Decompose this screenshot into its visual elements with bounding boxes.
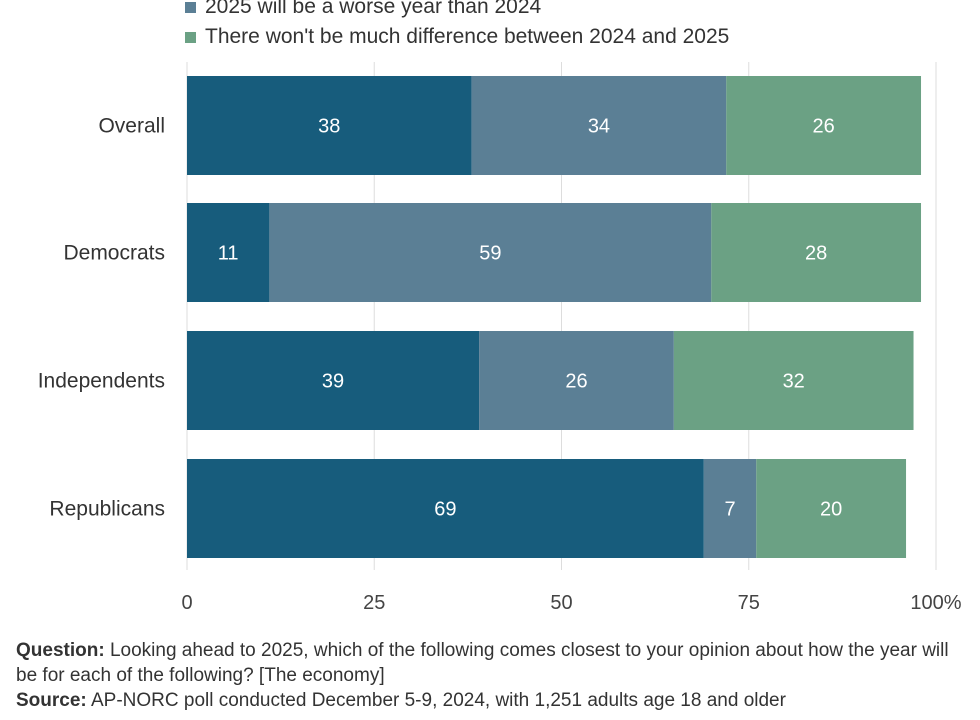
category-label: Overall — [98, 115, 165, 138]
data-label: 26 — [565, 371, 587, 393]
question-label: Question: — [16, 640, 105, 661]
data-label: 59 — [479, 243, 501, 265]
data-label: 11 — [218, 243, 239, 265]
x-tick-label: 100% — [910, 592, 961, 614]
data-label: 26 — [813, 116, 835, 138]
bar-segment — [471, 76, 727, 175]
data-label: 38 — [318, 116, 340, 138]
question-text: Looking ahead to 2025, which of the foll… — [16, 640, 949, 686]
x-tick-label: 75 — [738, 592, 760, 614]
data-label: 28 — [805, 243, 827, 265]
legend-item-no-difference: There won't be much difference between 2… — [185, 22, 729, 52]
bar-segment — [673, 331, 914, 430]
category-label: Independents — [38, 370, 165, 393]
data-label: 34 — [588, 116, 610, 138]
source-note: Source: AP-NORC poll conducted December … — [16, 688, 966, 713]
x-tick-label: 0 — [181, 592, 192, 614]
data-label: 32 — [783, 371, 805, 393]
legend-item-worse: 2025 will be a worse year than 2024 — [185, 0, 729, 22]
x-axis-ticks: 0 25 50 75 100% — [181, 592, 961, 614]
stacked-bar-chart: 38 34 26 11 59 28 39 26 32 69 7 20 Overall Democrats… — [38, 62, 962, 614]
bar-segment — [756, 459, 907, 558]
bar-segment — [269, 203, 712, 302]
legend: 2025 will be a worse year than 2024 Ther… — [185, 0, 729, 52]
data-label: 20 — [820, 499, 842, 521]
bar-segment — [187, 76, 472, 175]
source-label: Source: — [16, 690, 87, 711]
source-text: AP-NORC poll conducted December 5-9, 202… — [86, 690, 786, 711]
data-label: 7 — [724, 499, 735, 521]
bar-segment — [703, 459, 757, 558]
category-label: Republicans — [49, 498, 165, 521]
category-labels: Overall Democrats Independents Republicans — [38, 115, 165, 521]
bar-segment — [479, 331, 674, 430]
data-label: 69 — [434, 499, 456, 521]
x-tick-label: 50 — [550, 592, 572, 614]
legend-swatch-worse — [185, 1, 196, 13]
bar-segment — [187, 203, 270, 302]
bar-segment — [711, 203, 922, 302]
data-label: 39 — [322, 371, 344, 393]
bar-segment — [187, 331, 480, 430]
footer-notes: Question: Looking ahead to 2025, which o… — [16, 638, 966, 713]
bar-segment — [726, 76, 922, 175]
category-label: Democrats — [63, 242, 165, 265]
x-tick-label: 25 — [363, 592, 385, 614]
legend-label-worse: 2025 will be a worse year than 2024 — [205, 0, 542, 18]
legend-swatch-no-difference — [185, 31, 196, 43]
legend-label-no-difference: There won't be much difference between 2… — [205, 25, 730, 48]
question-note: Question: Looking ahead to 2025, which o… — [16, 638, 966, 688]
bar-segment — [187, 459, 704, 558]
bars: 38 34 26 11 59 28 39 26 32 69 7 20 — [187, 76, 922, 558]
